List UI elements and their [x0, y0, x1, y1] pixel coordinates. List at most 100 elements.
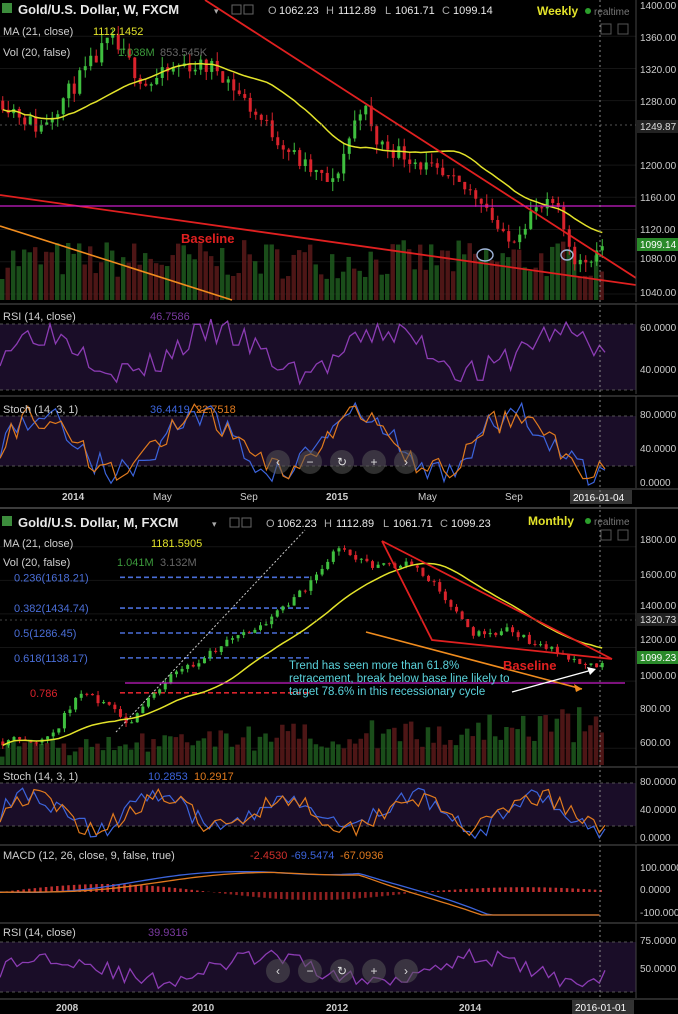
macd-histogram-bar: [235, 892, 238, 896]
price-marker: [637, 613, 678, 626]
volume-bar: [27, 252, 32, 300]
macd-histogram-bar: [397, 892, 401, 895]
macd-signal-line: [0, 871, 600, 916]
monthly-stoch-legend[interactable]: Stoch (14, 3, 1): [3, 771, 78, 783]
macd-histogram-bar: [431, 891, 434, 892]
price-marker: [637, 120, 678, 133]
weekly-title[interactable]: Gold/U.S. Dollar, W, FXCM: [18, 2, 179, 17]
candle-body: [315, 574, 319, 581]
settings-icon[interactable]: [229, 517, 240, 528]
ohlc-high-value: 1112.89: [338, 5, 376, 17]
nav-button: [394, 959, 418, 983]
volume-bar: [357, 270, 362, 300]
candle-body: [188, 63, 192, 72]
volume-bar: [509, 727, 515, 765]
weekly-ma-legend[interactable]: MA (21, close): [3, 26, 73, 38]
candle-body: [180, 668, 184, 672]
volume-bar: [162, 735, 167, 765]
candle-body: [74, 697, 78, 710]
chevron-down-icon[interactable]: ▾: [212, 519, 217, 529]
monthly-rsi-value: 39.9316: [148, 927, 188, 939]
candle-body: [219, 646, 223, 652]
volume-bar: [0, 278, 5, 300]
weekly-vol-legend[interactable]: Vol (20, false): [3, 47, 70, 59]
macd-tick: -100.0000: [640, 908, 678, 919]
volume-bar: [487, 714, 492, 765]
monthly-vol-value-1: 1.041M: [117, 557, 154, 569]
macd-histogram-bar: [313, 892, 317, 900]
volume-bar: [582, 731, 588, 765]
macd-histogram-bar: [56, 886, 59, 892]
monthly-title[interactable]: Gold/U.S. Dollar, M, FXCM: [18, 515, 178, 530]
rsi-tick: 60.0000: [640, 323, 677, 334]
volume-bar: [352, 743, 358, 765]
monthly-vol-legend[interactable]: Vol (20, false): [3, 557, 70, 569]
format-icon[interactable]: [241, 517, 252, 528]
candle-body: [208, 650, 212, 659]
volume-bar: [274, 737, 279, 765]
price-tick: 1160.00: [640, 193, 676, 204]
weekly-window-buttons[interactable]: [600, 23, 629, 35]
volume-bar: [55, 243, 60, 300]
volume-bar: [418, 244, 423, 300]
volume-bar: [555, 243, 560, 300]
candle-body: [471, 627, 475, 636]
candle-body: [488, 632, 492, 635]
volume-bar: [252, 750, 257, 765]
volume-bar: [93, 273, 98, 300]
candle-body: [567, 654, 571, 660]
macd-histogram-bar: [520, 887, 524, 892]
volume-bar: [168, 736, 173, 765]
weekly-nav-buttons[interactable]: ‹ − ↻ + ›: [266, 450, 418, 474]
monthly-rsi-legend[interactable]: RSI (14, close): [3, 927, 76, 939]
weekly-rsi-legend[interactable]: RSI (14, close): [3, 311, 76, 323]
volume-bar: [159, 264, 164, 300]
time-tick: May: [153, 492, 172, 503]
nav-button: [362, 450, 386, 474]
volume-bar: [379, 274, 384, 300]
orange-arrow: [365, 631, 583, 690]
volume-bar: [11, 250, 16, 300]
weekly-stoch-legend[interactable]: Stoch (14, 3, 1): [3, 404, 78, 416]
volume-bar: [440, 250, 445, 300]
volume-bar: [403, 723, 408, 765]
candle-body: [34, 742, 38, 744]
volume-bar: [28, 739, 33, 765]
monthly-nav-buttons[interactable]: ‹ − ↻ + ›: [266, 959, 418, 983]
settings-icon[interactable]: [231, 4, 242, 15]
volume-bar: [258, 273, 263, 300]
volume-bar: [67, 755, 72, 765]
close-icon[interactable]: [617, 529, 629, 541]
weekly-toolbar-icons[interactable]: O 1062.23 H 1112.89 L 1061.71 C 1099.14: [231, 4, 493, 17]
volume-bar: [72, 751, 78, 765]
candle-body: [354, 555, 358, 560]
fib-level-label: 0.382(1434.74): [14, 603, 89, 615]
volume-bar: [115, 276, 120, 300]
monthly-ma-legend[interactable]: MA (21, close): [3, 538, 73, 550]
price-tick: 1120.00: [640, 225, 676, 236]
maximize-icon[interactable]: [600, 529, 612, 541]
close-icon[interactable]: [617, 23, 629, 35]
chevron-down-icon[interactable]: ▾: [214, 6, 219, 16]
volume-bar: [89, 746, 95, 765]
candle-body: [67, 83, 71, 99]
volume-bar: [49, 252, 54, 300]
candle-body: [468, 189, 472, 191]
candle-body: [578, 658, 582, 664]
candle-body: [320, 169, 324, 173]
candle-body: [325, 172, 329, 182]
macd-legend[interactable]: MACD (12, 26, close, 9, false, true): [3, 850, 175, 862]
macd-histogram-bar: [134, 884, 137, 892]
macd-histogram-bar: [470, 888, 474, 892]
monthly-chart: 0.236(1618.21) 0.382(1434.74) 0.5(1286.45)…: [0, 507, 678, 765]
macd-histogram-bar: [324, 892, 328, 900]
volume-bar: [38, 264, 43, 300]
macd-histogram-bar: [364, 892, 367, 898]
weekly-price-axis: 1400.00 1360.00 1320.00 1280.00 1249.87 …: [635, 0, 678, 302]
time-tick: Sep: [505, 492, 523, 503]
format-icon[interactable]: [243, 4, 254, 15]
volume-bar: [225, 274, 230, 300]
maximize-icon[interactable]: [600, 23, 612, 35]
volume-bar: [198, 242, 203, 300]
macd-tick: 100.0000: [640, 863, 678, 874]
